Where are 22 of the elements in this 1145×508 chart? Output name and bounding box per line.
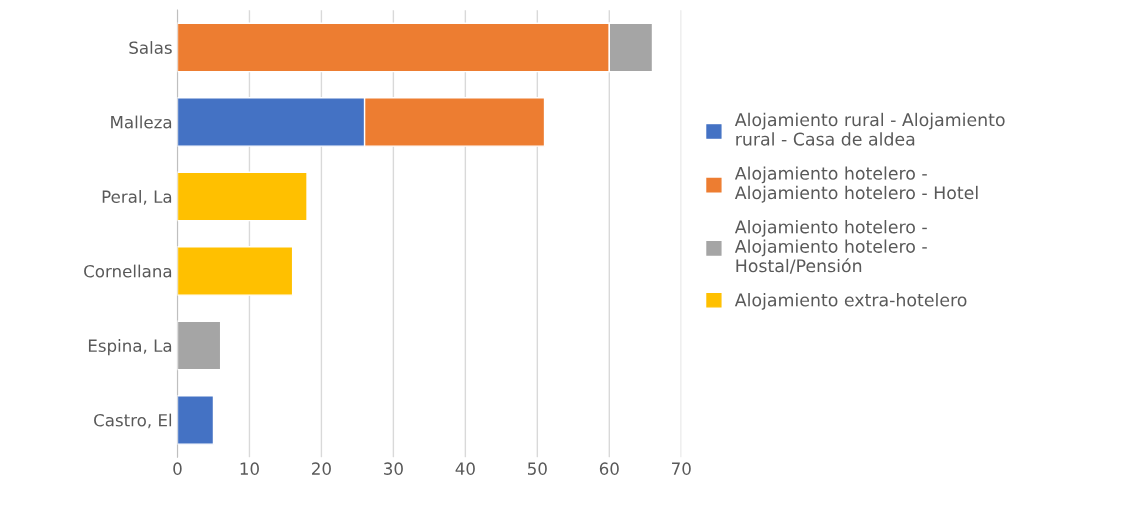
x-tick-label: 60 [599,462,619,475]
x-tick-label: 30 [384,462,403,475]
x-tick-label: 70 [672,462,691,475]
x-tick-label: 0 [173,462,182,475]
legend-label: Alojamiento hotelero - Alojamiento hotelero - Hostal/Pensión [734,220,927,274]
bar [177,320,222,371]
y-tick-label: Malleza [111,115,172,129]
legend-label: Alojamiento rural - Alojamiento rural - Casa de aldea [734,112,1005,146]
legend-label: Alojamiento extra-hotelero [734,293,967,310]
legend-label: Alojamiento hotelero - Alojamiento hotelero - Hotel [734,166,978,203]
x-tick-label: 20 [312,462,331,475]
x-tick-label: 10 [240,462,259,475]
y-tick-label: Salas [129,41,172,54]
y-tick-label: Castro, El [94,413,172,429]
y-tick-label: Espina, La [88,339,172,356]
y-tick-label: Cornellana [84,264,172,278]
x-tick-label: 50 [528,462,547,475]
bar [177,171,308,222]
y-tick-label: Peral, La [102,190,172,205]
bar [177,246,294,296]
x-tick-label: 40 [455,462,475,475]
bar [177,395,215,445]
